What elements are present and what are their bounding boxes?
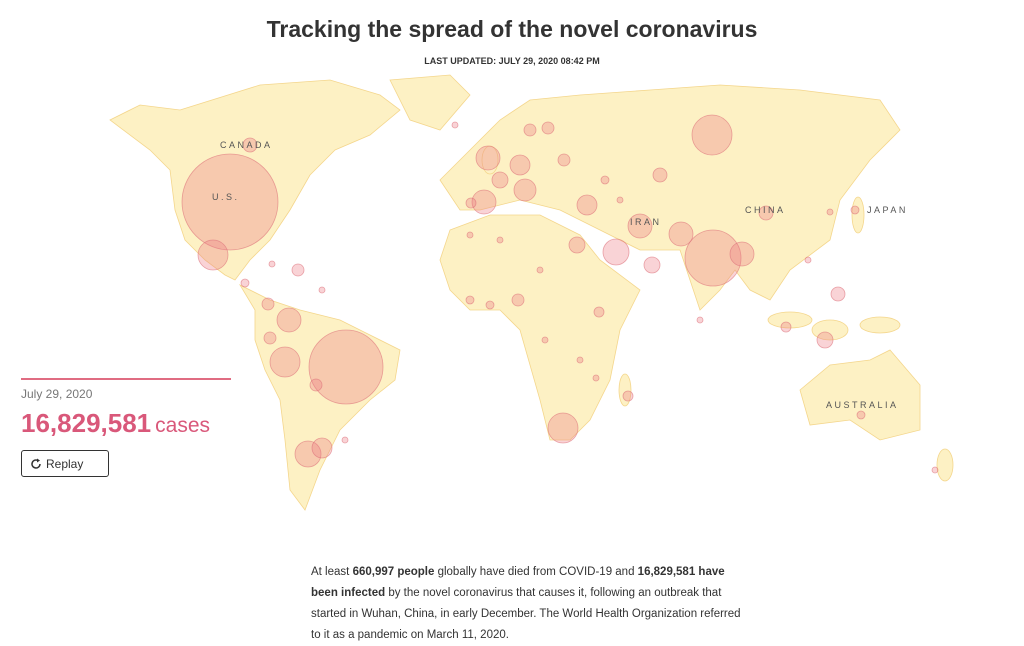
map-label: IRAN: [630, 217, 662, 227]
summary-text: globally have died from COVID-19 and: [434, 566, 638, 578]
title: Tracking the spread of the novel coronav…: [266, 16, 758, 42]
map-label: AUSTRALIA: [826, 400, 899, 410]
summary-highlight: 16,829,581 have been infected: [311, 566, 725, 599]
replay-button[interactable]: Replay: [21, 450, 109, 477]
case-counter: 16,829,581 cases: [21, 408, 210, 439]
last-updated: LAST UPDATED: JULY 29, 2020 08:42 PM: [424, 56, 600, 66]
summary-text: by the novel coronavirus that causes it,…: [311, 587, 741, 641]
map-label: CHINA: [745, 205, 786, 215]
land: [109, 74, 954, 511]
case-bubbles: [181, 114, 939, 474]
replay-label: Replay: [46, 456, 84, 471]
map-label: U.S.: [212, 192, 240, 202]
counter-date: July 29, 2020: [21, 387, 93, 401]
case-unit: cases: [155, 414, 210, 437]
case-count: 16,829,581: [21, 408, 152, 438]
summary-highlight: 660,997 people: [352, 566, 435, 578]
counter-rule: [21, 378, 231, 380]
map-label: JAPAN: [867, 205, 908, 215]
map-label: CANADA: [220, 140, 273, 150]
world-map: CANADA U.S. CHINA JAPAN IRAN AUSTRALIA: [109, 74, 954, 511]
summary: At least 660,997 people globally have di…: [311, 562, 741, 646]
summary-text: At least: [311, 566, 353, 578]
replay-icon: [31, 458, 41, 469]
